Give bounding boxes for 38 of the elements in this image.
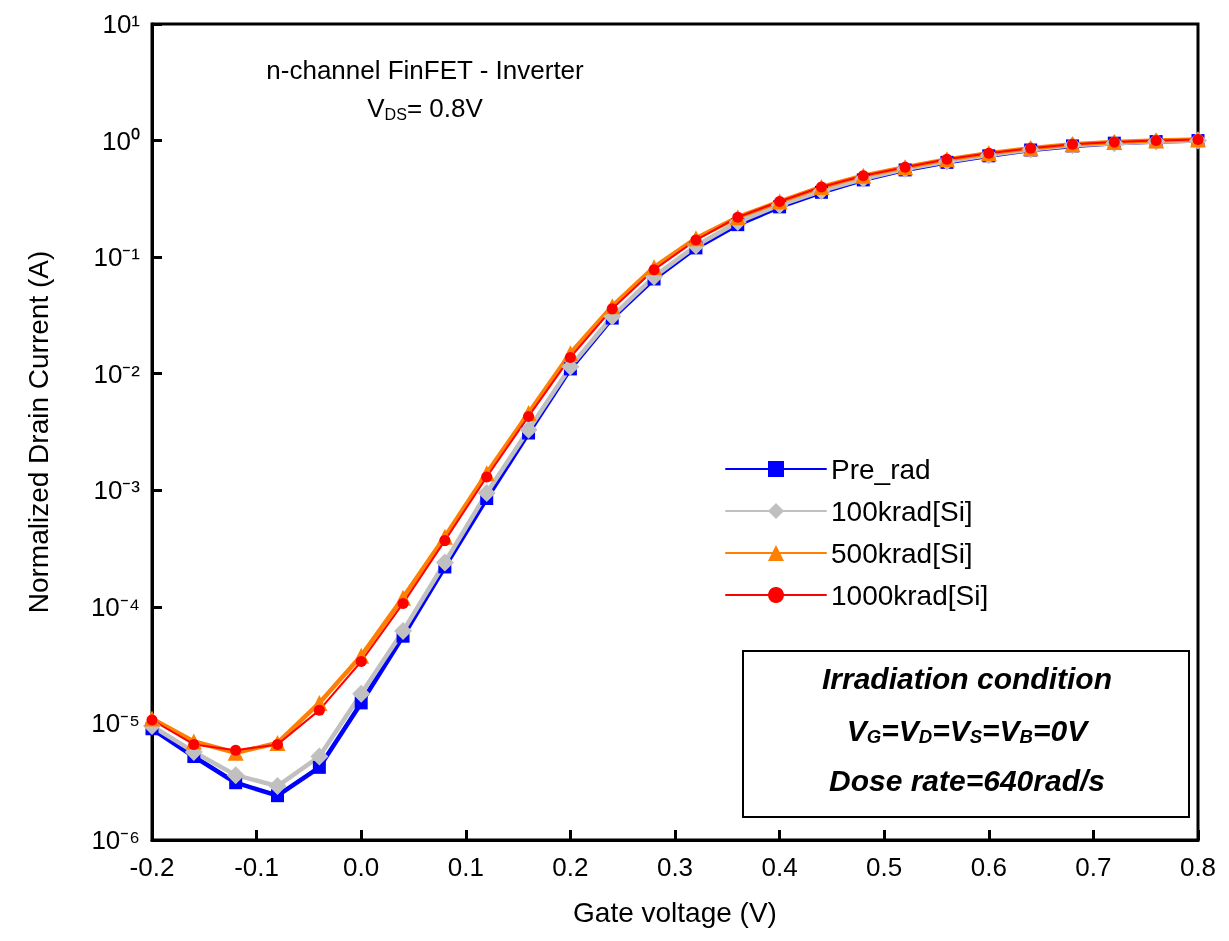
y-axis-title: Normalized Drain Current (A) (22, 250, 54, 614)
y-tick-label: 10¹ (102, 9, 141, 39)
y-tick-label: 10⁻³ (93, 475, 141, 506)
x-tick-label: 0.1 (447, 852, 484, 882)
point (519, 420, 538, 439)
legend-label: 500krad[Si] (831, 537, 973, 569)
y-tick-label: 10⁻⁴ (90, 591, 140, 622)
legend-label: Pre_rad (831, 453, 931, 485)
point (352, 684, 371, 703)
x-tick-label: 0.6 (970, 852, 1007, 882)
point (435, 553, 454, 572)
point (310, 747, 329, 766)
point (313, 704, 325, 716)
y-tick-label: 10⁻⁶ (91, 825, 140, 855)
x-axis-title: Gate voltage (V) (573, 896, 777, 928)
x-tick-label: -0.2 (129, 852, 175, 882)
x-tick-label: 0.8 (1179, 852, 1217, 882)
x-tick-label: -0.1 (234, 852, 280, 882)
legend-label: 1000krad[Si] (831, 579, 989, 611)
y-tick-label: 10⁻⁵ (91, 708, 140, 739)
point (394, 622, 413, 641)
x-tick-label: 0.0 (343, 852, 380, 882)
y-tick-label: 10⁻¹ (93, 242, 141, 273)
annotation: VDS= 0.8V (367, 93, 484, 123)
x-tick-label: 0.7 (1075, 852, 1112, 882)
y-tick-label: 10⁰ (102, 125, 140, 156)
y-tick-label: 10⁻² (93, 358, 141, 389)
point (477, 483, 496, 502)
x-tick-label: 0.2 (552, 852, 589, 882)
annotation: Dose rate=640rad/s (828, 763, 1106, 797)
point (268, 777, 287, 796)
x-tick-label: 0.4 (761, 852, 798, 882)
annotation: n-channel FinFET - Inverter (266, 55, 585, 85)
point (226, 766, 245, 785)
x-tick-label: 0.5 (866, 852, 903, 882)
x-tick-label: 0.3 (656, 852, 694, 882)
annotation: Irradiation condition (822, 661, 1112, 695)
legend-label: 100krad[Si] (831, 495, 973, 527)
